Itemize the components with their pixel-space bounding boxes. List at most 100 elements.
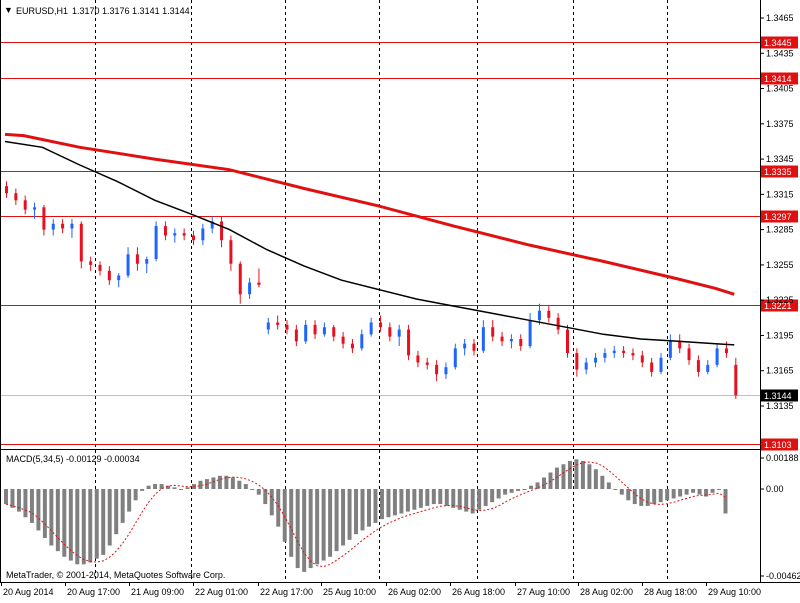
- macd-bar: [684, 489, 689, 495]
- macd-bar: [451, 489, 456, 508]
- macd-bar: [522, 489, 527, 490]
- macd-bar: [16, 489, 21, 512]
- time-tick-label: 26 Aug 18:00: [452, 587, 505, 597]
- candle: [341, 331, 345, 349]
- current-price-label-bg: [761, 389, 798, 402]
- macd-bar: [55, 489, 60, 552]
- candle: [556, 313, 560, 335]
- candle: [135, 247, 139, 271]
- candle: [238, 261, 242, 304]
- macd-bar: [341, 489, 346, 546]
- candle: [294, 324, 298, 347]
- price-tick-label: 1.3405: [766, 84, 794, 94]
- candle: [612, 346, 616, 358]
- candle: [117, 273, 121, 288]
- macd-bar: [470, 489, 475, 514]
- macd-pane: 0.00188 0.00 -0.00462: [4, 453, 800, 581]
- macd-bar: [593, 469, 598, 489]
- level-label: 1.3221: [764, 301, 792, 311]
- macd-tick-label: -0.00462: [766, 571, 800, 581]
- collapse-glyph-icon[interactable]: ▼: [4, 5, 13, 15]
- macd-bar: [639, 489, 644, 506]
- macd-bar: [289, 489, 294, 557]
- macd-bar: [256, 489, 261, 495]
- moving-averages: [4, 132, 735, 346]
- macd-bar: [529, 485, 534, 489]
- candle: [313, 320, 317, 339]
- macd-bar: [140, 489, 145, 491]
- macd-bar: [94, 489, 99, 559]
- candle: [668, 334, 672, 361]
- candle: [481, 320, 485, 354]
- macd-bar: [29, 489, 34, 523]
- candle: [266, 317, 270, 335]
- horizontal-levels[interactable]: 1.3445 1.3414 1.3335 1.3297 1.3221 1.3103 1.31…: [1, 36, 798, 451]
- level-label: 1.3103: [764, 440, 792, 450]
- candle: [257, 268, 261, 288]
- price-tick-label: 1.3285: [766, 225, 794, 235]
- grid: [95, 0, 668, 582]
- macd-bar: [367, 489, 371, 527]
- level-label-bg: [761, 299, 798, 312]
- candle: [304, 320, 308, 344]
- macd-bar: [263, 489, 268, 505]
- candle: [388, 322, 392, 342]
- time-tick-label: 26 Aug 02:00: [388, 587, 441, 597]
- current-price-label: 1.3144: [764, 391, 792, 401]
- candle: [416, 350, 420, 368]
- macd-bar: [457, 489, 462, 510]
- macd-bar: [399, 489, 404, 514]
- candle: [491, 320, 495, 342]
- candle: [472, 338, 476, 356]
- macd-bar: [645, 489, 650, 506]
- level-label-bg: [761, 438, 798, 451]
- candle: [640, 350, 644, 368]
- candle: [332, 324, 336, 342]
- macd-bar: [276, 489, 281, 527]
- macd-label: MACD(5,34,5) -0.00129 -0.00034: [6, 454, 140, 464]
- macd-bar: [347, 489, 352, 540]
- price-tick-label: 1.3195: [766, 330, 794, 340]
- macd-bar: [678, 489, 683, 497]
- candle: [173, 228, 177, 243]
- candle: [350, 338, 354, 354]
- macd-bar: [613, 489, 618, 490]
- candle: [696, 355, 700, 377]
- candle: [229, 235, 233, 271]
- macd-bar: [315, 489, 320, 565]
- candle: [650, 357, 654, 377]
- macd-bar: [632, 489, 637, 505]
- macd-tick-label: 0.00: [766, 484, 784, 494]
- macd-bar: [179, 489, 183, 490]
- macd-bar: [75, 489, 80, 565]
- candle: [5, 181, 8, 198]
- macd-bar: [626, 489, 631, 501]
- level-label: 1.3335: [764, 167, 792, 177]
- macd-bar: [503, 489, 508, 495]
- price-tick-label: 1.3375: [766, 119, 794, 129]
- macd-bar: [418, 489, 423, 508]
- macd-bar: [237, 480, 242, 489]
- candle: [89, 256, 93, 271]
- candle: [285, 320, 289, 335]
- macd-bar: [379, 489, 384, 520]
- candle: [98, 261, 102, 276]
- macd-bar: [120, 489, 125, 523]
- level-label-bg: [761, 36, 798, 49]
- time-tick-label: 25 Aug 10:00: [323, 587, 376, 597]
- price-tick-label: 1.3135: [766, 401, 794, 411]
- candle: [322, 322, 326, 337]
- macd-bar: [269, 489, 274, 516]
- macd-bar: [658, 489, 663, 503]
- price-tick-label: 1.3165: [766, 366, 794, 376]
- macd-bar: [438, 489, 443, 505]
- candle: [594, 353, 598, 368]
- candle: [463, 338, 467, 356]
- macd-bar: [133, 489, 138, 501]
- macd-tick-label: 0.00188: [766, 453, 799, 463]
- macd-bar: [198, 480, 203, 489]
- macd-bar: [36, 489, 41, 531]
- chart-symbol: EURUSD,H1: [16, 6, 68, 16]
